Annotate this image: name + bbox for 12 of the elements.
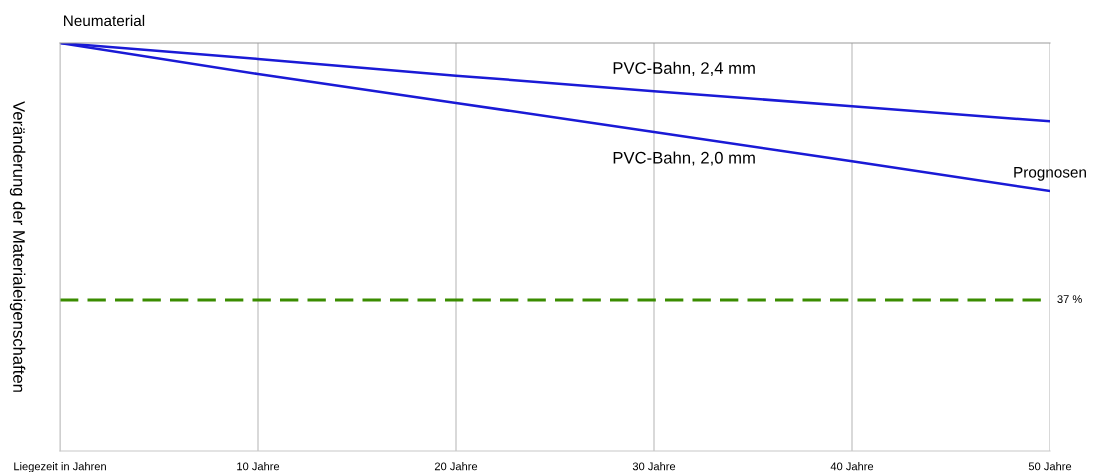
series-label: PVC-Bahn, 2,4 mm	[613, 61, 755, 76]
x-tick-label: 50 Jahre	[1028, 462, 1072, 471]
annotation: Prognosen	[1014, 167, 1086, 181]
ref-line-label: 37 %	[1057, 295, 1082, 304]
x-tick-label: 20 Jahre	[434, 462, 478, 471]
series-label: PVC-Bahn, 2,0 mm	[613, 151, 755, 166]
x-tick-label: 30 Jahre	[632, 462, 676, 471]
annotation: Neumaterial	[64, 14, 145, 27]
x-tick-label: 40 Jahre	[830, 462, 874, 471]
y-axis-title: Veränderung der Materialeigenschaften	[9, 101, 26, 392]
x-tick-label: 10 Jahre	[237, 462, 280, 471]
x-tick-label: Liegezeit in Jahren	[14, 462, 106, 472]
